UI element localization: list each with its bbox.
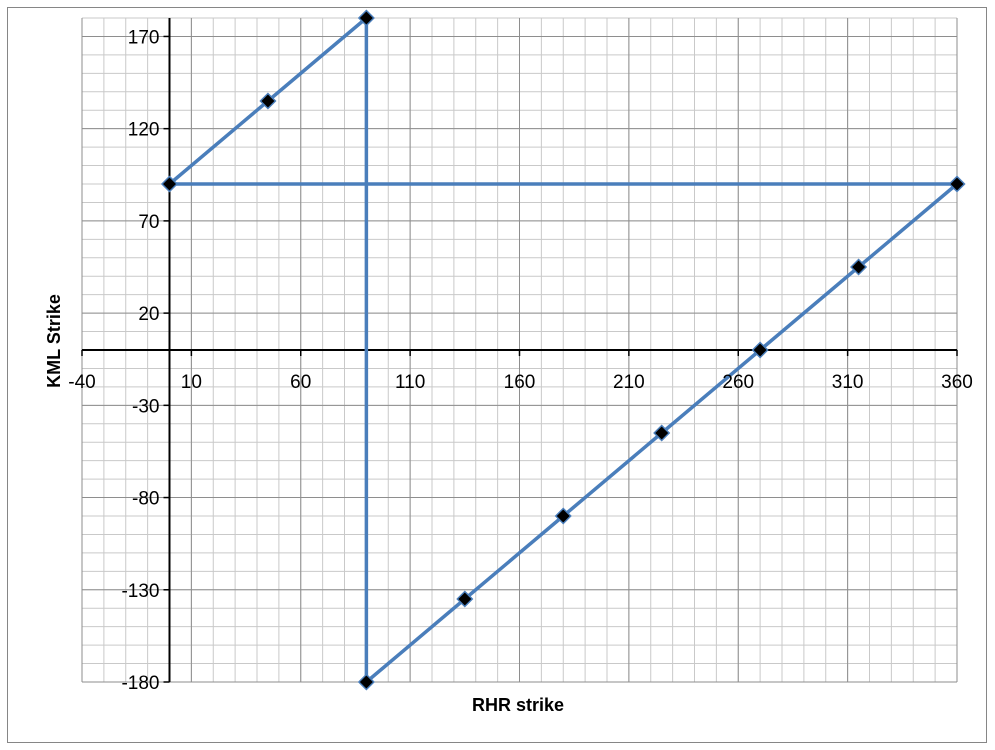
data-point-marker: [554, 507, 572, 525]
x-tick-label: 260: [722, 372, 754, 393]
x-tick-label: 60: [290, 372, 311, 393]
x-tick-label: 10: [181, 372, 202, 393]
y-tick-label: 170: [128, 27, 160, 48]
x-tick-label: 210: [613, 372, 645, 393]
y-tick-label: -80: [132, 489, 159, 510]
y-tick-label: 20: [138, 304, 159, 325]
axes: [81, 18, 958, 683]
x-tick-label: 160: [504, 372, 536, 393]
data-point-marker: [259, 92, 277, 110]
x-tick-label: 360: [941, 372, 973, 393]
data-point-marker: [456, 590, 474, 608]
y-tick-label: -180: [121, 673, 159, 694]
y-tick-label: 120: [128, 120, 160, 141]
x-tick-label: -40: [68, 372, 95, 393]
data-point-marker: [357, 673, 375, 691]
data-point-marker: [751, 341, 769, 359]
data-point-marker: [160, 175, 179, 193]
data-point-marker: [850, 258, 868, 276]
series: [160, 9, 966, 691]
data-point-marker: [653, 424, 671, 442]
y-axis-title: KML Strike: [44, 294, 64, 388]
data-point-marker: [948, 175, 966, 193]
tick-labels: -40 10 60 110 160 210 260 310 360 170 120 70 20 -30 -8…: [68, 27, 973, 694]
y-tick-label: -130: [121, 581, 159, 602]
x-tick-label: 310: [832, 372, 864, 393]
y-tick-label: 70: [138, 212, 159, 233]
x-axis-title: RHR strike: [472, 695, 564, 715]
y-tick-label: -30: [132, 396, 159, 417]
data-point-marker: [357, 9, 375, 27]
x-tick-label: 110: [395, 372, 425, 393]
